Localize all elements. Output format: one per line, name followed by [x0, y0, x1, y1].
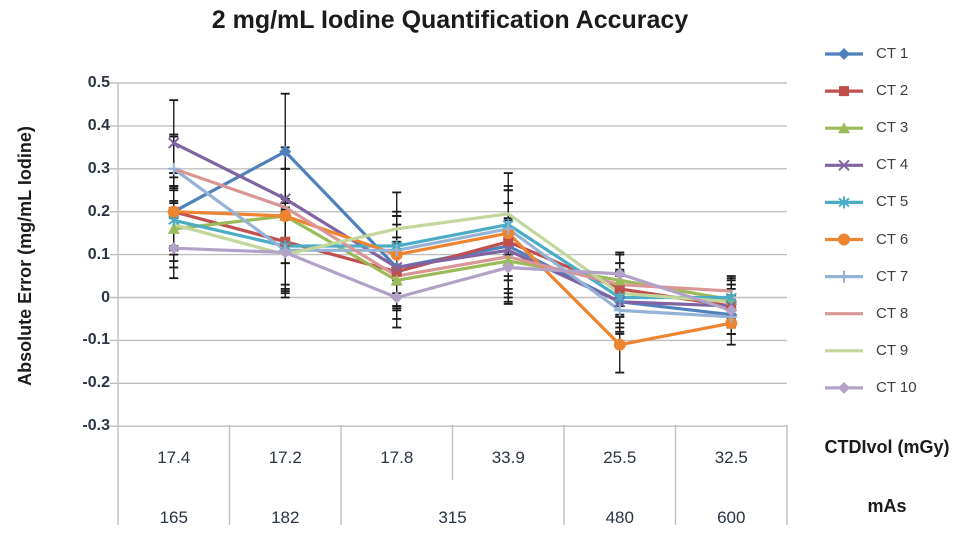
- series-marker-ct-5: [725, 292, 737, 303]
- series-line-ct-9: [172, 212, 733, 304]
- series-marker-ct-6: [279, 209, 292, 222]
- legend-label-ct-9: CT 9: [876, 341, 909, 359]
- y-tick-label: 0: [101, 288, 110, 306]
- y-tick-label: 0.2: [87, 202, 110, 220]
- y-tick-label: -0.3: [82, 417, 110, 435]
- series-marker-ct-10: [725, 304, 738, 317]
- mas-value: 600: [717, 508, 746, 527]
- series-marker-ct-10: [390, 291, 403, 304]
- mas-value: 480: [605, 508, 634, 527]
- legend-label-ct-5: CT 5: [876, 193, 909, 211]
- series-marker-ct-1: [279, 145, 292, 158]
- ctdivol-axis-label: CTDIvol (mGy): [824, 437, 950, 457]
- y-axis-label: Absolute Error (mg/mL Iodine): [15, 126, 35, 386]
- series-marker-ct-6: [167, 205, 180, 218]
- legend-marker: [838, 197, 850, 208]
- ctdivol-value: 25.5: [603, 448, 637, 467]
- y-tick-label: 0.4: [87, 116, 110, 134]
- series-marker-ct-10: [502, 261, 515, 274]
- legend-marker: [838, 48, 850, 60]
- series-marker-ct-2: [614, 283, 625, 294]
- mas-axis-label: mAs: [867, 496, 907, 516]
- series-marker-ct-2: [391, 266, 402, 277]
- series-marker-ct-6: [613, 338, 626, 351]
- ctdivol-value: 33.9: [491, 448, 525, 467]
- y-tick-label: 0.3: [87, 159, 110, 177]
- y-tick-label: 0.1: [87, 245, 110, 263]
- series-marker-ct-5: [168, 215, 180, 226]
- series-marker-ct-5: [614, 292, 626, 303]
- series-marker-ct-3: [167, 222, 180, 234]
- legend-label-ct-6: CT 6: [876, 230, 909, 248]
- y-tick-label: 0.5: [87, 74, 110, 91]
- ctdivol-value: 32.5: [714, 448, 748, 467]
- legend-label-ct-2: CT 2: [876, 82, 909, 100]
- series-marker-ct-4: [391, 261, 403, 274]
- series-line-ct-3: [172, 214, 733, 302]
- legend-label-ct-8: CT 8: [876, 304, 909, 322]
- legend-label-ct-4: CT 4: [876, 156, 909, 174]
- series-line-ct-5: [172, 218, 733, 300]
- series-marker-ct-3: [502, 255, 515, 267]
- y-tick-label: -0.2: [82, 374, 110, 392]
- mas-value: 182: [271, 508, 300, 527]
- chart-title: 2 mg/mL Iodine Quantification Accuracy: [211, 6, 689, 34]
- series-line-ct-10: [172, 246, 733, 312]
- series-marker-ct-10: [279, 246, 292, 259]
- series-marker-ct-4: [168, 137, 180, 149]
- series-marker-ct-2: [503, 236, 514, 247]
- legend-label-ct-3: CT 3: [876, 119, 909, 137]
- series-marker-ct-4: [502, 244, 514, 257]
- series-marker-ct-10: [167, 242, 180, 255]
- series-marker-ct-4: [279, 193, 291, 205]
- legend-marker: [839, 86, 849, 97]
- series-marker-ct-6: [725, 317, 738, 330]
- legend-label-ct-7: CT 7: [876, 267, 909, 285]
- mas-value: 315: [438, 508, 467, 527]
- ctdivol-value: 17.4: [157, 448, 191, 467]
- y-tick-label: -0.1: [82, 331, 110, 349]
- legend-marker: [838, 233, 850, 246]
- series-line-ct-8: [172, 167, 733, 293]
- series-line-ct-7: [172, 167, 733, 319]
- series-line-ct-4: [172, 141, 733, 308]
- mas-value: 165: [159, 508, 188, 527]
- ctdivol-value: 17.2: [268, 448, 302, 467]
- series-marker-ct-10: [613, 267, 626, 280]
- legend-marker: [838, 159, 850, 172]
- series-line-ct-6: [172, 210, 733, 347]
- series-marker-ct-3: [390, 274, 403, 286]
- legend-marker: [838, 122, 850, 134]
- legend-marker: [838, 381, 850, 394]
- ctdivol-value: 17.8: [380, 448, 414, 467]
- legend-label-ct-10: CT 10: [876, 378, 917, 396]
- legend-label-ct-1: CT 1: [876, 45, 909, 62]
